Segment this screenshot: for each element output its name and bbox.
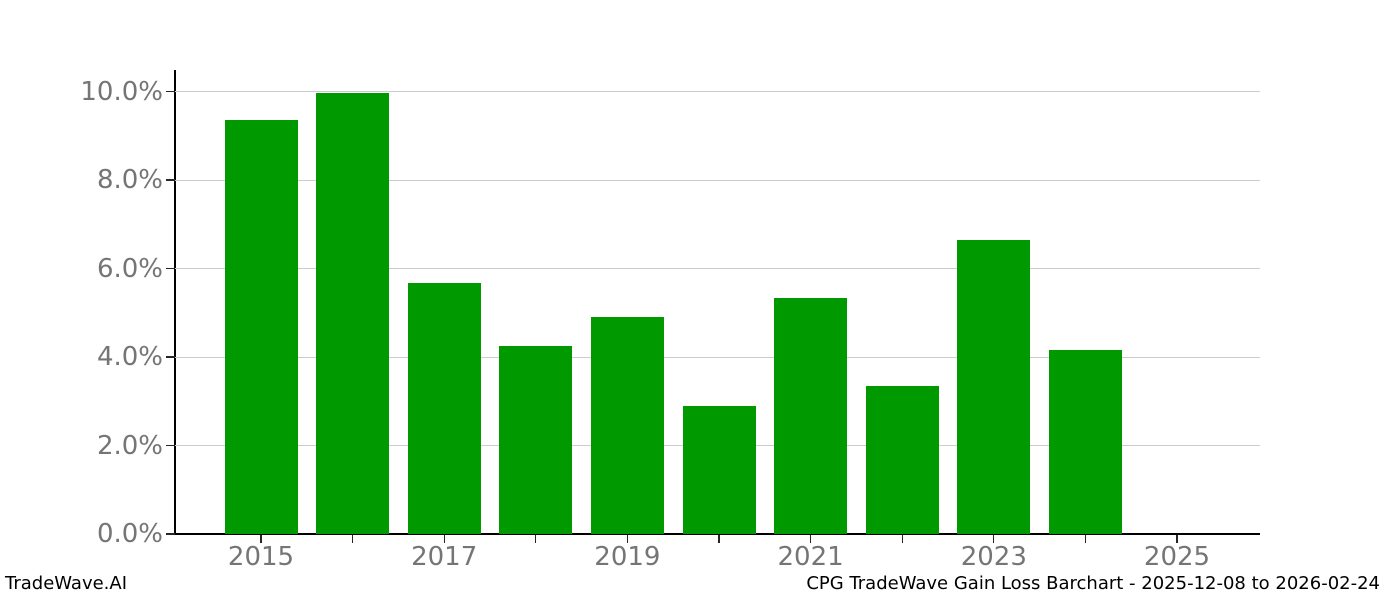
bar-2022 — [865, 385, 939, 534]
x-tick-mark-2017 — [443, 535, 445, 543]
x-tick-label-2025: 2025 — [1143, 542, 1211, 572]
bar-2023 — [957, 239, 1031, 534]
x-axis-spine — [174, 533, 1260, 535]
x-tick-mark-2016 — [351, 535, 354, 543]
x-tick-label-2015: 2015 — [227, 542, 295, 572]
x-tick-label-2017: 2017 — [411, 542, 478, 572]
bar-2020 — [682, 405, 756, 534]
x-tick-mark-2015 — [260, 535, 262, 543]
gridline-8.0% — [175, 179, 1260, 181]
y-tick-mark — [166, 533, 175, 535]
x-tick-mark-2025 — [1176, 535, 1178, 543]
y-tick-label: 2.0% — [96, 430, 163, 461]
x-tick-label-2019: 2019 — [594, 542, 661, 572]
x-tick-mark-2024 — [1084, 535, 1087, 543]
bar-2019 — [590, 317, 664, 534]
chart-caption: CPG TradeWave Gain Loss Barchart - 2025-… — [806, 573, 1380, 594]
gridline-6.0% — [175, 268, 1260, 270]
bar-2016 — [316, 93, 390, 534]
plot-area — [166, 70, 1260, 543]
x-tick-mark-2023 — [993, 535, 995, 543]
y-tick-mark — [166, 179, 175, 181]
x-tick-mark-2019 — [626, 535, 629, 543]
y-tick-mark — [166, 444, 175, 447]
y-tick-label: 6.0% — [96, 253, 163, 284]
y-axis-spine — [174, 70, 176, 534]
x-tick-mark-2020 — [718, 535, 720, 543]
brand-watermark: TradeWave.AI — [5, 573, 128, 594]
bar-2017 — [407, 282, 481, 534]
gridline-4.0% — [175, 356, 1260, 358]
gridline-10.0% — [175, 91, 1260, 93]
bar-2015 — [224, 120, 298, 534]
x-tick-mark-2021 — [809, 535, 812, 543]
bar-2018 — [499, 346, 573, 534]
y-tick-mark — [166, 267, 175, 270]
x-tick-label-2023: 2023 — [960, 542, 1027, 572]
x-tick-label-2021: 2021 — [777, 542, 844, 572]
y-tick-mark — [166, 91, 175, 93]
bar-2024 — [1048, 350, 1122, 534]
y-tick-label: 10.0% — [80, 76, 163, 107]
y-tick-label: 4.0% — [96, 342, 163, 373]
x-tick-mark-2022 — [901, 535, 903, 543]
x-tick-mark-2018 — [535, 535, 537, 543]
y-tick-mark — [166, 356, 175, 358]
y-tick-label: 0.0% — [96, 519, 163, 549]
bar-2021 — [774, 297, 848, 534]
y-tick-label: 8.0% — [96, 165, 163, 196]
